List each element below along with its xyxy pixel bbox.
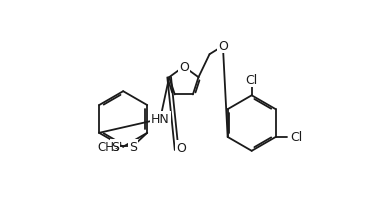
Text: Cl: Cl [245,74,258,87]
Text: Cl: Cl [290,131,302,144]
Text: S: S [111,140,119,153]
Text: HN: HN [151,113,169,126]
Text: O: O [179,61,189,74]
Text: CH₃: CH₃ [98,140,119,153]
Text: O: O [218,40,228,53]
Text: S: S [129,140,137,153]
Text: O: O [176,142,186,154]
